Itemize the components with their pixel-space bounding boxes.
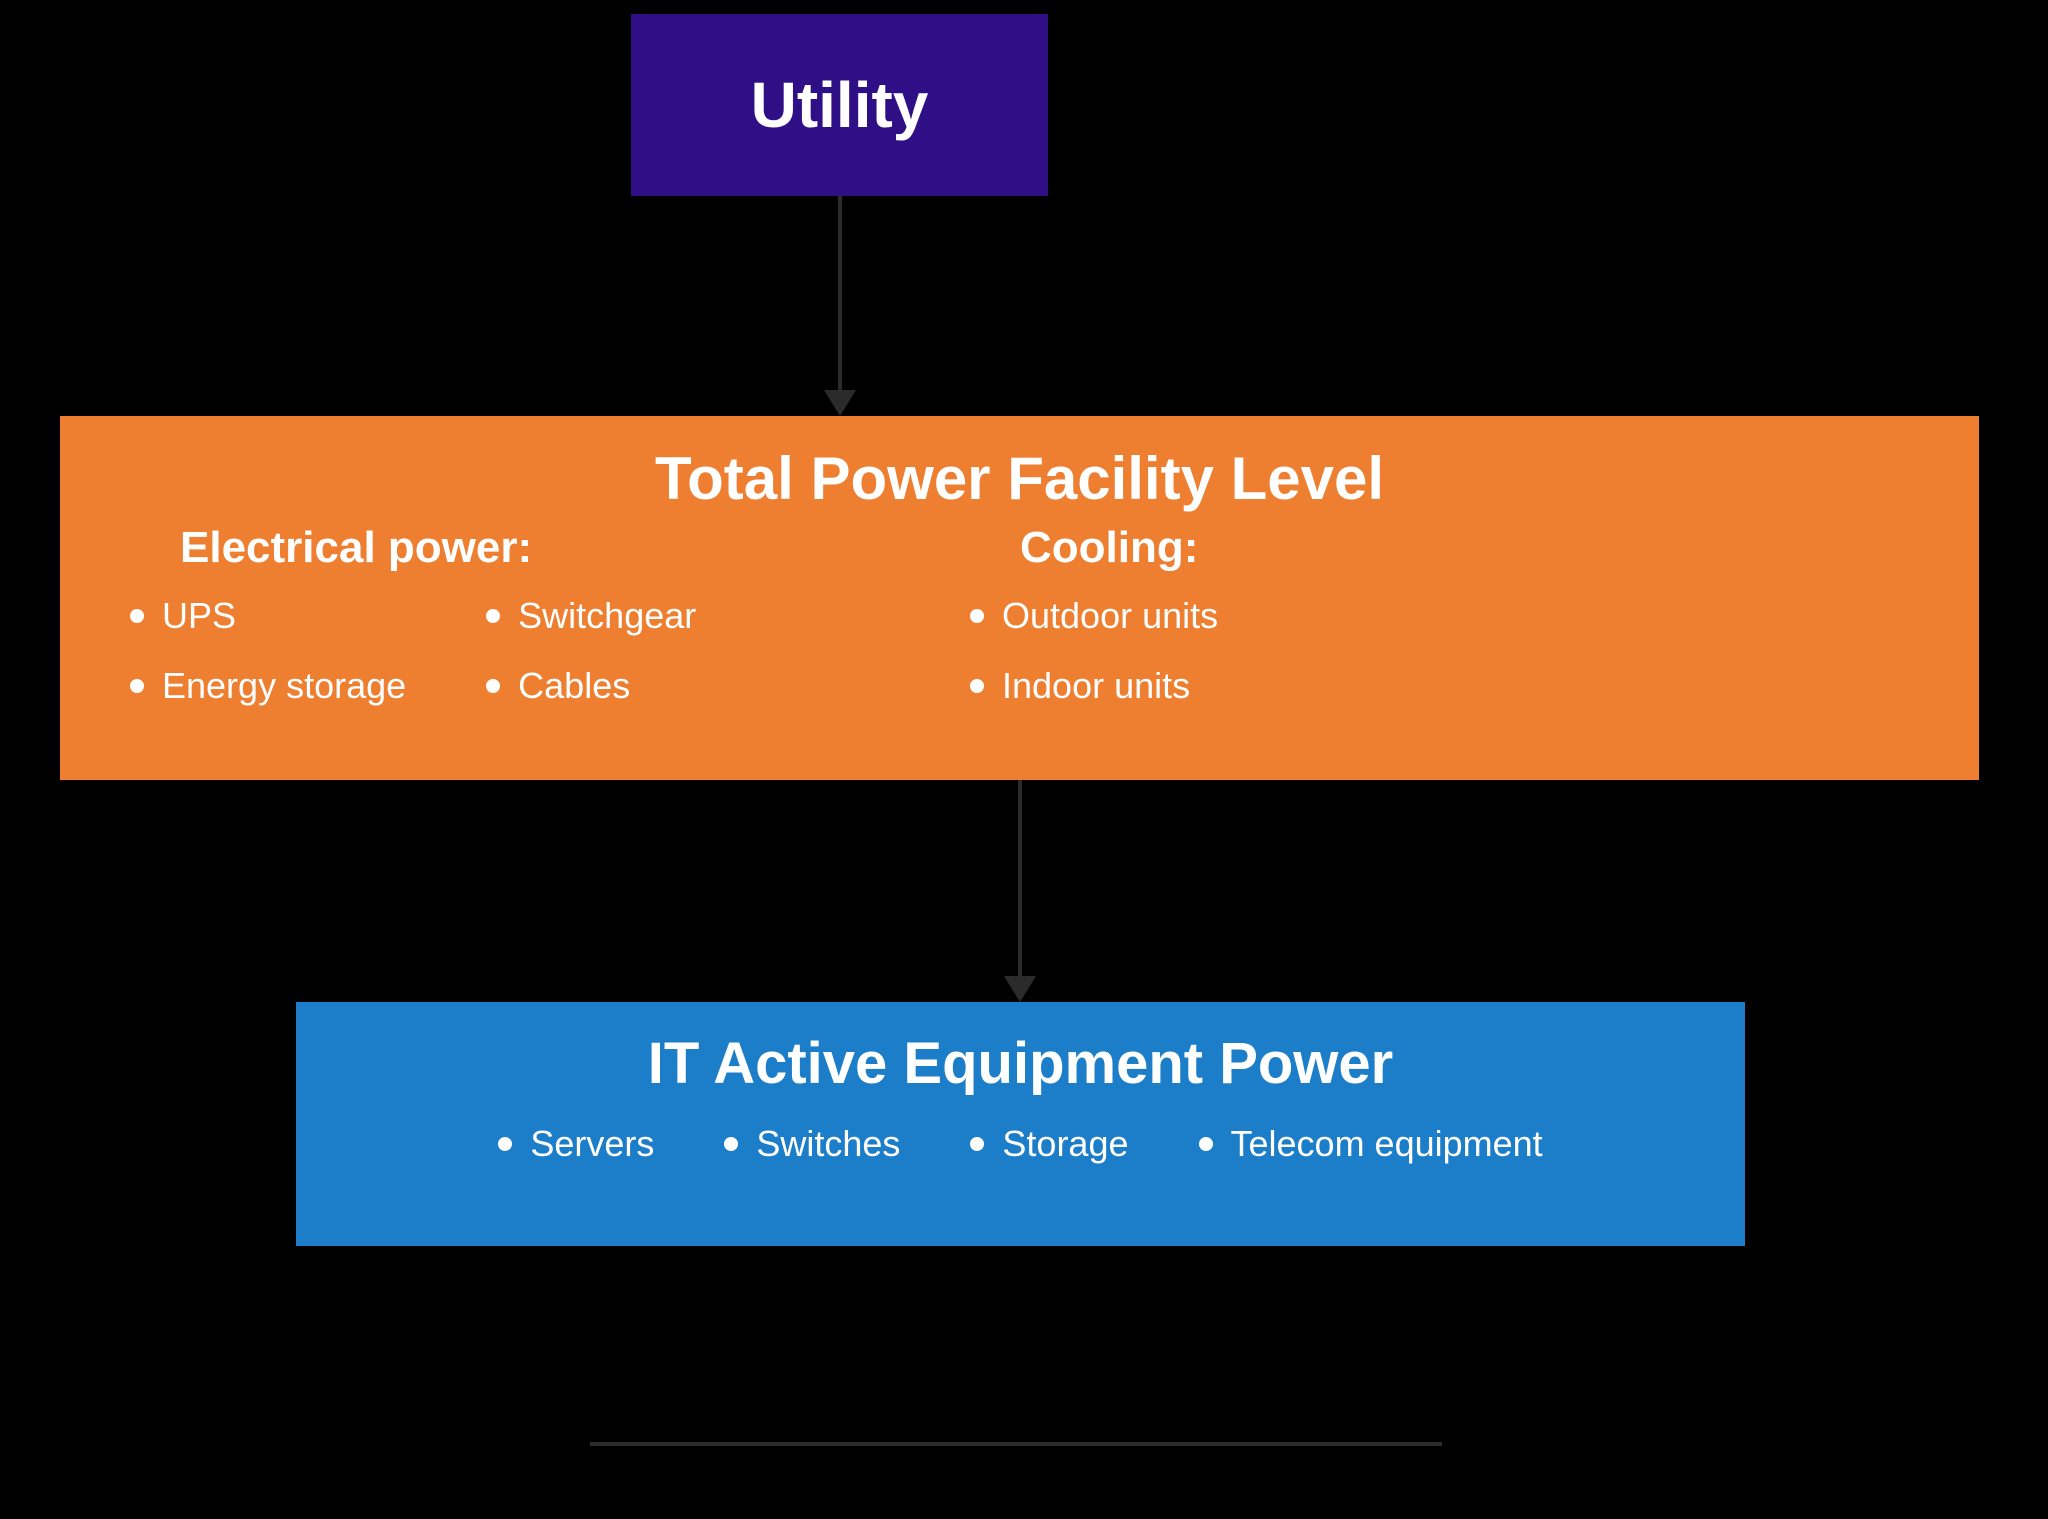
list-item-label: Storage	[1002, 1123, 1128, 1165]
footer-rule	[590, 1442, 1442, 1446]
list-item: Cables	[486, 665, 696, 707]
utility-node: Utility	[631, 14, 1048, 196]
list-item: UPS	[130, 595, 406, 637]
it-title: IT Active Equipment Power	[346, 1030, 1695, 1097]
list-item-label: Switchgear	[518, 595, 696, 637]
cooling-heading: Cooling:	[1020, 523, 1929, 573]
arrow-utility-to-facility	[824, 196, 856, 416]
list-item-label: Outdoor units	[1002, 595, 1218, 637]
bullet-icon	[970, 609, 984, 623]
facility-title: Total Power Facility Level	[110, 444, 1929, 513]
list-item: Servers	[498, 1123, 654, 1165]
list-item-label: UPS	[162, 595, 236, 637]
bullet-icon	[498, 1137, 512, 1151]
bullet-icon	[486, 609, 500, 623]
list-item-label: Indoor units	[1002, 665, 1190, 707]
list-item-label: Servers	[530, 1123, 654, 1165]
list-item: Telecom equipment	[1199, 1123, 1543, 1165]
cooling-list: Outdoor units Indoor units	[970, 595, 1929, 707]
bullet-icon	[970, 679, 984, 693]
electrical-heading: Electrical power:	[180, 523, 950, 573]
list-item: Energy storage	[130, 665, 406, 707]
bullet-icon	[724, 1137, 738, 1151]
list-item: Switchgear	[486, 595, 696, 637]
list-item: Indoor units	[970, 665, 1929, 707]
list-item-label: Telecom equipment	[1231, 1123, 1543, 1165]
bullet-icon	[130, 609, 144, 623]
list-item-label: Switches	[756, 1123, 900, 1165]
list-item: Storage	[970, 1123, 1128, 1165]
arrow-facility-to-it	[1004, 780, 1036, 1002]
facility-node: Total Power Facility Level Electrical po…	[60, 416, 1979, 780]
list-item: Outdoor units	[970, 595, 1929, 637]
list-item-label: Cables	[518, 665, 630, 707]
bullet-icon	[970, 1137, 984, 1151]
it-node: IT Active Equipment Power Servers Switche…	[296, 1002, 1745, 1246]
bullet-icon	[130, 679, 144, 693]
list-item: Switches	[724, 1123, 900, 1165]
it-item-list: Servers Switches Storage Telecom equipment	[346, 1123, 1695, 1165]
list-item-label: Energy storage	[162, 665, 406, 707]
electrical-list-col-2: Switchgear Cables	[486, 595, 696, 707]
bullet-icon	[1199, 1137, 1213, 1151]
electrical-list-col-1: UPS Energy storage	[130, 595, 406, 707]
utility-title: Utility	[751, 68, 929, 142]
bullet-icon	[486, 679, 500, 693]
